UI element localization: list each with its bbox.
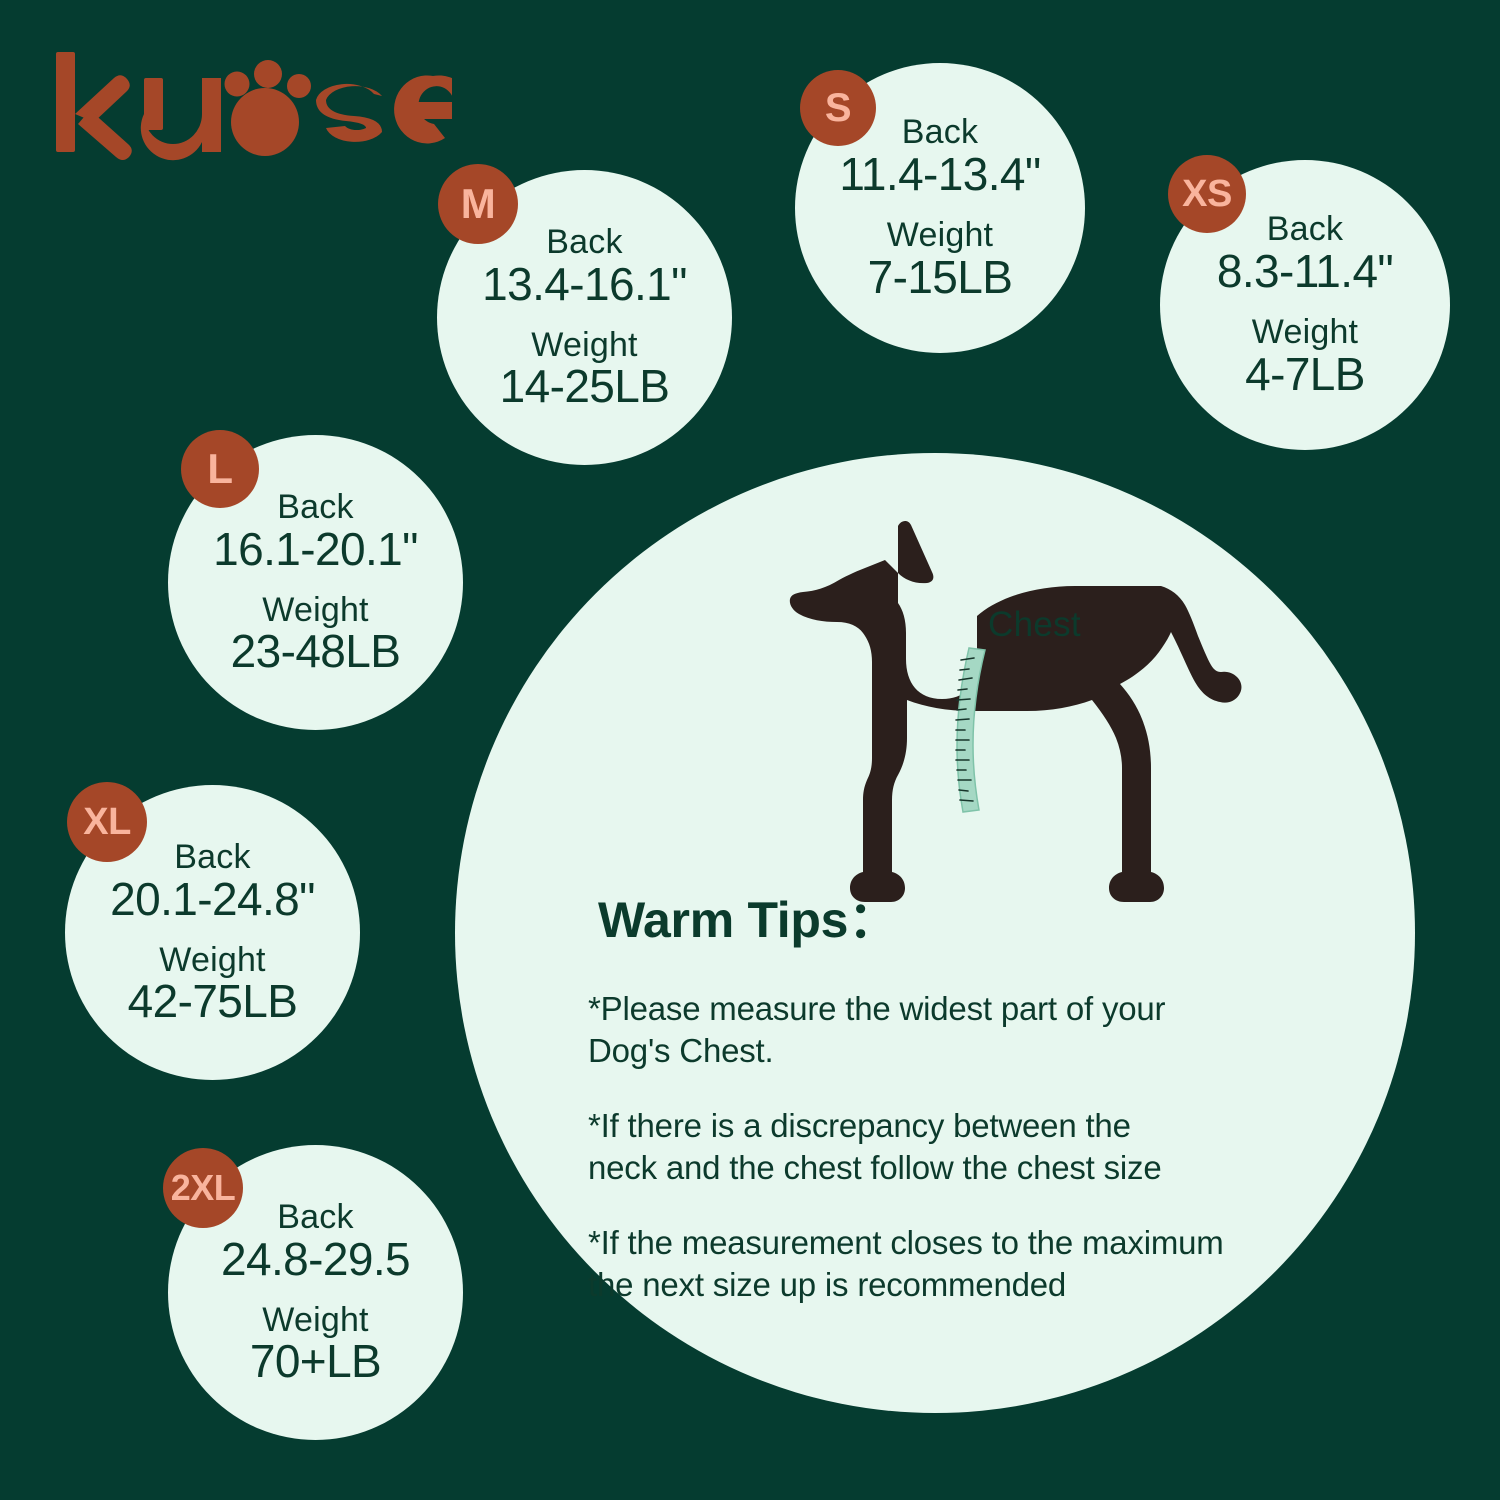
size-badge-l[interactable]: L — [181, 430, 259, 508]
weight-label: Weight — [262, 590, 369, 629]
size-bubble-xs[interactable]: Back 8.3-11.4" Weight 4-7LB — [1160, 160, 1450, 450]
size-badge-label: XL — [83, 800, 131, 843]
tips-panel — [455, 453, 1415, 1413]
size-badge-label: S — [824, 85, 852, 130]
size-badge-2xl[interactable]: 2XL — [163, 1148, 243, 1228]
size-badge-xl[interactable]: XL — [67, 782, 147, 862]
weight-value: 70+LB — [249, 1335, 382, 1388]
weight-value: 4-7LB — [1245, 347, 1365, 400]
size-badge-xs[interactable]: XS — [1168, 155, 1246, 233]
tip-item: *If there is a discrepancy between the n… — [588, 1107, 1162, 1186]
back-label: Back — [277, 1197, 354, 1236]
warm-tips-title: Warm Tips： — [598, 892, 898, 948]
weight-label: Weight — [1251, 313, 1359, 351]
tip-item: *Please measure the widest part of your … — [588, 990, 1166, 1069]
tape-measure-icon — [955, 647, 986, 813]
size-badge-label: L — [207, 445, 233, 492]
dog-silhouette-icon — [789, 520, 1242, 902]
weight-value: 42-75LB — [127, 975, 298, 1028]
weight-label: Weight — [531, 325, 638, 364]
kuoser-wordmark-icon — [56, 52, 452, 161]
weight-label: Weight — [262, 1300, 369, 1339]
weight-value: 23-48LB — [230, 625, 401, 678]
size-badge-label: 2XL — [170, 1167, 236, 1208]
weight-label: Weight — [159, 940, 266, 979]
size-badge-label: XS — [1182, 172, 1232, 215]
back-value: 16.1-20.1" — [213, 522, 418, 575]
size-badge-label: M — [460, 180, 496, 227]
back-label: Back — [1266, 210, 1344, 249]
back-value: 8.3-11.4" — [1216, 245, 1394, 298]
warm-tips-block: Warm Tips： *Please measure the widest pa… — [588, 880, 1348, 1305]
back-value: 11.4-13.4" — [839, 148, 1041, 201]
weight-value: 7-15LB — [867, 250, 1013, 303]
size-badge-s[interactable]: S — [800, 70, 876, 146]
weight-label: Weight — [886, 216, 994, 254]
dog-diagram — [765, 500, 1305, 930]
size-bubble-s[interactable]: Back 11.4-13.4" Weight 7-15LB — [795, 63, 1085, 353]
chest-label: Chest — [988, 605, 1081, 644]
tip-item: *If the measurement closes to the maximu… — [588, 1224, 1224, 1303]
back-label: Back — [901, 113, 979, 152]
brand-logo — [52, 52, 452, 162]
back-label: Back — [174, 837, 251, 876]
back-label: Back — [277, 487, 354, 526]
size-badge-m[interactable]: M — [438, 164, 518, 244]
back-value: 13.4-16.1" — [482, 257, 687, 310]
back-value: 20.1-24.8" — [110, 872, 315, 925]
back-label: Back — [546, 222, 623, 261]
back-value: 24.8-29.5 — [221, 1232, 411, 1285]
weight-value: 14-25LB — [499, 360, 670, 413]
